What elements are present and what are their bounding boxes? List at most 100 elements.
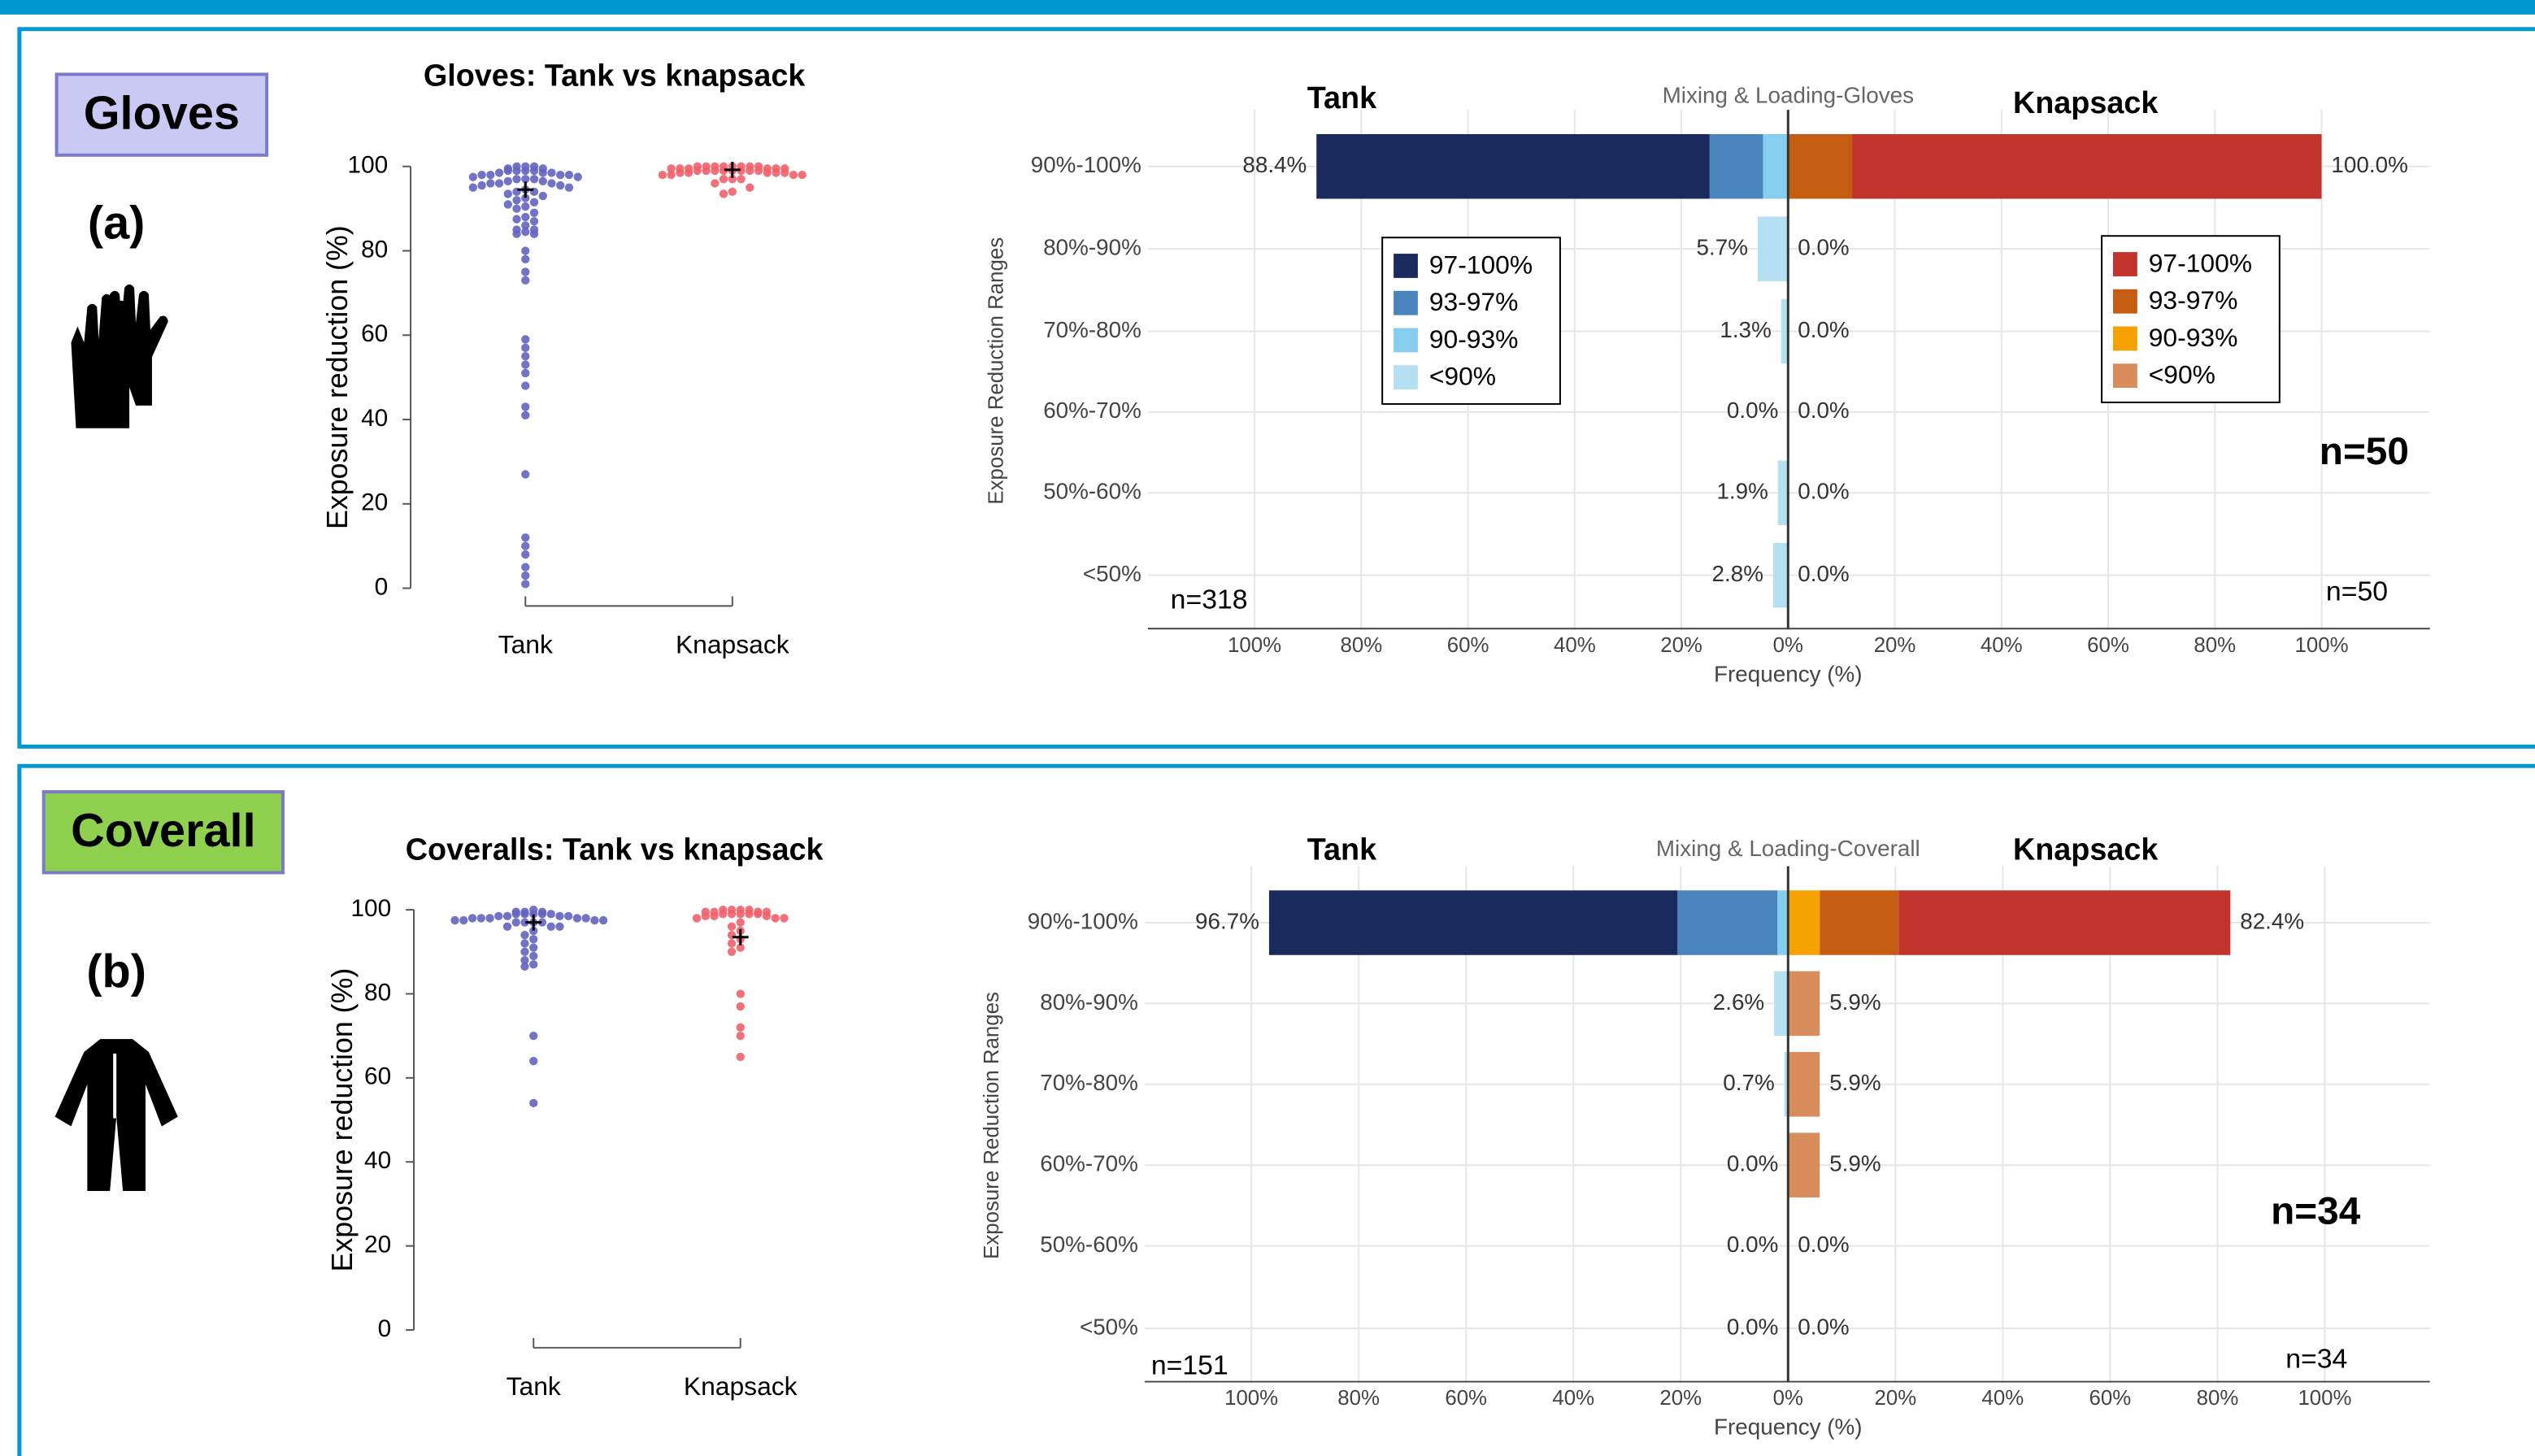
data-point	[736, 1023, 745, 1032]
bar-segment	[1781, 298, 1789, 364]
data-point	[467, 914, 477, 923]
data-point	[781, 168, 789, 177]
mean-marker	[525, 914, 542, 931]
value-label: 2.6%	[1713, 989, 1764, 1015]
bar-segment	[1784, 1052, 1789, 1117]
n-label: n=34	[2285, 1344, 2347, 1375]
value-label: 0.0%	[1727, 398, 1778, 423]
panel-label-box	[54, 72, 269, 157]
y-axis-label: Exposure Reduction Ranges	[985, 237, 1008, 505]
data-point	[736, 918, 745, 927]
y-tick-label: 80%-90%	[1043, 234, 1141, 259]
x-tick-label: 40%	[1554, 634, 1596, 657]
y-tick-label: 80	[364, 979, 391, 1006]
data-point	[728, 187, 737, 197]
bar-segment	[1677, 890, 1778, 955]
data-point	[468, 172, 478, 181]
data-point	[598, 915, 608, 925]
data-point	[763, 168, 772, 177]
y-tick-label: 0	[378, 1315, 392, 1342]
data-point	[512, 175, 521, 184]
y-axis-label: Exposure reduction (%)	[321, 225, 354, 529]
x-axis-label: Frequency (%)	[1714, 1415, 1863, 1440]
data-point	[529, 229, 539, 238]
data-point	[529, 198, 539, 207]
panel-label-box	[41, 790, 285, 875]
bar-segment	[1316, 133, 1710, 199]
value-label: 0.0%	[1727, 1151, 1778, 1176]
n-label: n=50	[2326, 576, 2388, 606]
y-tick-label: 40	[364, 1147, 391, 1174]
data-point	[529, 926, 538, 936]
data-point	[529, 175, 539, 184]
data-point	[737, 166, 746, 176]
data-point	[754, 910, 763, 919]
data-point	[477, 180, 486, 190]
legend-label: 90-93%	[2149, 323, 2238, 352]
value-label: 5.9%	[1829, 1151, 1881, 1176]
data-point	[667, 164, 676, 173]
panel-tag: (b)	[86, 945, 146, 997]
data-point	[581, 914, 590, 923]
data-point	[529, 217, 539, 226]
value-label: 100.0%	[2331, 152, 2407, 177]
data-point	[727, 910, 737, 919]
data-point	[564, 170, 574, 180]
value-label: 0.0%	[1798, 234, 1849, 259]
x-tick-label: 80%	[2194, 634, 2236, 657]
bar-segment	[1788, 971, 1820, 1037]
chart-title: Gloves: Tank vs knapsack	[424, 59, 807, 93]
data-point	[520, 955, 529, 965]
value-label: 2.8%	[1712, 561, 1763, 586]
data-point	[711, 166, 720, 176]
y-tick-label: 60	[364, 1063, 391, 1090]
chart-title: Mixing & Loading-Coverall	[1656, 836, 1920, 861]
value-label: 0.0%	[1798, 398, 1849, 423]
value-label: 0.0%	[1727, 1232, 1778, 1257]
value-label: 0.0%	[1798, 1232, 1849, 1257]
legend-label: 93-97%	[1429, 287, 1519, 316]
data-point	[745, 910, 754, 919]
value-label: 82.4%	[2240, 908, 2304, 933]
data-point	[719, 166, 728, 176]
data-point	[477, 170, 486, 180]
data-point	[529, 1057, 538, 1066]
data-point	[511, 910, 520, 919]
legend-label: <90%	[2149, 360, 2215, 389]
data-point	[494, 179, 504, 188]
y-tick-label: 40	[361, 405, 388, 432]
x-tick-label: 100%	[1228, 634, 1281, 657]
data-point	[737, 175, 746, 184]
coverall-icon	[54, 1039, 178, 1192]
value-label: 1.9%	[1716, 479, 1768, 504]
x-tick-label: 20%	[1659, 1387, 1702, 1410]
y-tick-label: 20	[364, 1231, 391, 1258]
y-tick-label: 100	[347, 152, 388, 179]
data-point	[772, 168, 781, 177]
data-point	[486, 179, 495, 188]
x-tick-label: 60%	[2089, 1387, 2132, 1410]
value-label: 0.0%	[1727, 1314, 1778, 1339]
y-tick-label: 70%-80%	[1043, 317, 1141, 342]
data-point	[529, 943, 538, 952]
legend-label: 97-100%	[1429, 250, 1533, 279]
bar-segment	[1772, 542, 1789, 608]
y-axis-label: Exposure Reduction Ranges	[981, 992, 1003, 1259]
data-point	[702, 166, 711, 176]
n-label: n=318	[1171, 584, 1248, 615]
x-tick-label: 40%	[1552, 1387, 1594, 1410]
data-point	[547, 168, 556, 177]
data-point	[537, 910, 547, 919]
right-title: Knapsack	[2013, 833, 2159, 867]
n-label-large: n=34	[2271, 1189, 2361, 1232]
data-point	[521, 381, 530, 390]
data-point	[521, 533, 530, 542]
left-title: Tank	[1307, 833, 1377, 867]
data-point	[719, 910, 728, 919]
y-tick-label: 100	[350, 895, 391, 922]
data-point	[711, 179, 720, 188]
data-point	[564, 183, 574, 192]
data-point	[572, 914, 582, 923]
legend-swatch	[1394, 328, 1418, 353]
legend-swatch	[2112, 326, 2137, 351]
